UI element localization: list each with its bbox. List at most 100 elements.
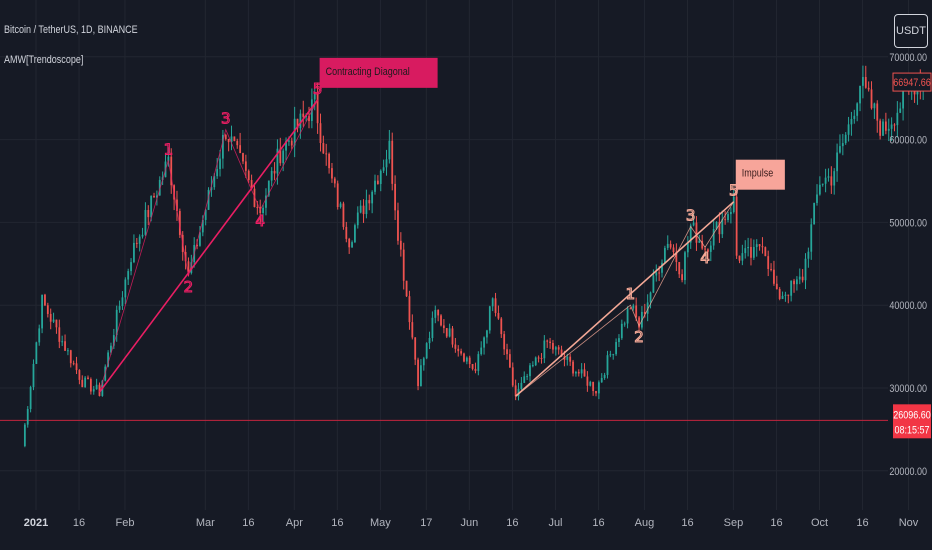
candle-body <box>836 152 838 172</box>
candle-body <box>144 209 147 235</box>
candle-body <box>546 340 549 342</box>
candle-body <box>899 108 902 113</box>
pattern-trendline <box>98 99 319 393</box>
candle-body <box>190 262 193 273</box>
candle-body <box>750 246 752 258</box>
candle-body <box>69 350 72 364</box>
candle-body <box>887 128 890 131</box>
candle-body <box>437 309 440 316</box>
candle-body <box>75 363 78 371</box>
candle-body <box>176 199 178 212</box>
candle-body <box>586 376 589 386</box>
last-price-tag-bg <box>892 72 932 92</box>
candle-body <box>61 341 64 343</box>
candle-body <box>388 140 391 160</box>
time-tick-label: Jun <box>460 517 478 529</box>
candle-body <box>402 249 405 281</box>
candle-body <box>115 309 118 336</box>
candle-body <box>299 113 302 129</box>
candle-body <box>867 87 870 90</box>
candle-body <box>460 351 463 354</box>
candle-body <box>399 240 402 250</box>
candle-body <box>474 368 477 371</box>
candle-body <box>270 170 273 181</box>
candle-body <box>712 228 715 246</box>
candle-body <box>566 356 569 360</box>
candle-body <box>790 280 793 296</box>
wave-label: 2 <box>184 278 194 296</box>
candle-body <box>859 85 861 104</box>
candle-body <box>764 247 767 257</box>
candle-body <box>124 279 127 298</box>
candle-body <box>112 335 115 346</box>
candle-body <box>620 323 623 339</box>
symbol-title: Bitcoin / TetherUS, 1D, BINANCE <box>4 24 138 36</box>
candle-body <box>408 296 411 323</box>
candle-body <box>35 342 38 364</box>
candle-body <box>781 295 784 299</box>
candle-body <box>537 357 540 359</box>
candle-body <box>798 276 801 280</box>
candle-body <box>293 118 296 146</box>
candle-body <box>428 338 431 344</box>
candle-body <box>38 328 41 343</box>
candle-body <box>374 180 376 192</box>
candle-body <box>32 363 35 388</box>
candle-body <box>727 214 729 221</box>
price-axis[interactable]: 70000.00 60000.00 50000.00 40000.00 30000.00… <box>889 52 927 478</box>
candle-body <box>775 283 778 290</box>
candle-body <box>841 143 844 147</box>
candle-body <box>339 203 342 207</box>
candle-body <box>52 319 55 322</box>
candle-body <box>110 345 112 353</box>
wave-label: 2 <box>634 328 644 346</box>
indicator-name[interactable]: AMW[Trendoscope] <box>4 54 84 66</box>
candle-body <box>219 158 221 170</box>
candle-body <box>583 369 586 377</box>
candle-body <box>563 356 566 360</box>
time-tick-label: 2021 <box>24 517 48 529</box>
candle-body <box>787 294 790 296</box>
candle-body <box>342 203 345 227</box>
candle-body <box>84 377 87 388</box>
candle-body <box>847 124 850 135</box>
candle-body <box>833 171 836 186</box>
time-tick-label: Nov <box>899 517 919 529</box>
candle-body <box>98 384 101 396</box>
candle-body <box>692 222 695 226</box>
candle-body <box>368 200 371 204</box>
candle-body <box>773 269 775 284</box>
currency-button[interactable]: USDT <box>894 14 928 48</box>
time-axis[interactable]: 2021 16 Feb Mar 16 Apr 16 May 17 Jun 16 Jul 16 Aug 16 S… <box>24 517 919 529</box>
time-tick-label: Apr <box>286 517 303 529</box>
pattern-label-box <box>319 57 438 88</box>
candle-body <box>302 113 305 117</box>
candle-body <box>394 183 396 211</box>
candlestick-series <box>23 65 925 448</box>
price-tags: 66947.66 26096.60 08:15:57 <box>892 72 932 439</box>
candle-body <box>503 334 506 350</box>
candle-body <box>376 180 379 184</box>
wave-label: 5 <box>729 182 739 200</box>
candle-body <box>494 298 497 313</box>
candle-body <box>422 358 425 366</box>
candle-body <box>893 124 896 126</box>
candle-body <box>331 168 333 179</box>
candle-body <box>741 253 744 261</box>
candle-body <box>821 183 824 185</box>
candle-body <box>755 244 758 248</box>
candle-body <box>322 143 325 154</box>
time-tick-label: Mar <box>196 517 215 529</box>
candle-body <box>325 153 328 155</box>
time-tick-label: 16 <box>506 517 518 529</box>
pattern-label-text: Impulse <box>742 168 774 180</box>
candle-body <box>49 313 52 322</box>
candle-body <box>761 246 764 248</box>
candle-body <box>529 365 531 377</box>
wave-label: 3 <box>686 207 696 225</box>
candle-body <box>46 305 49 314</box>
time-tick-label: Oct <box>811 517 828 529</box>
time-tick-label: May <box>370 517 391 529</box>
candle-body <box>701 240 704 249</box>
